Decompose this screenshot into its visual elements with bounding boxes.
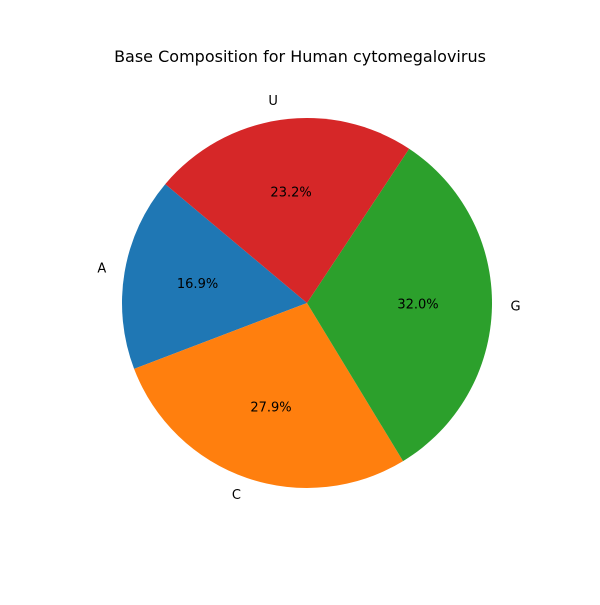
pie-slice-u (165, 118, 410, 303)
pie-slice-g (307, 148, 492, 462)
pie-slices (121, 118, 492, 489)
pie-labels: A 16.9% C 27.9% G 32.0% U 23.2% (97, 94, 520, 503)
slice-label-a: A (97, 262, 106, 277)
slice-percent-a: 16.9% (177, 277, 218, 292)
slice-percent-g: 32.0% (397, 298, 438, 313)
pie-slice-a (121, 184, 308, 369)
slice-percent-u: 23.2% (270, 186, 311, 201)
pie-slice-c (134, 303, 404, 489)
slice-label-c: C (232, 488, 241, 503)
chart-title: Base Composition for Human cytomegalovir… (114, 47, 486, 66)
slice-label-u: U (268, 94, 278, 109)
slice-percent-c: 27.9% (250, 400, 291, 415)
slice-label-g: G (510, 299, 520, 314)
